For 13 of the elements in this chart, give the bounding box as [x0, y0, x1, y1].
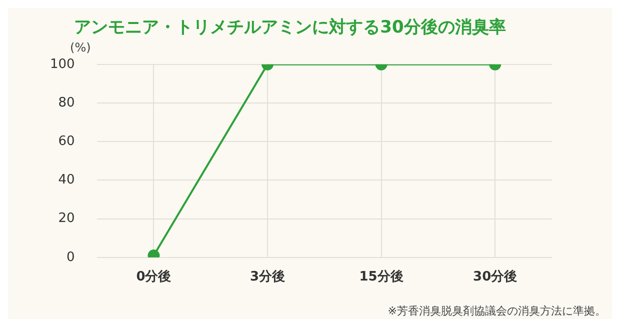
x-tick-label: 30分後 [473, 268, 518, 285]
x-tick-label: 0分後 [136, 268, 172, 285]
chart-title: アンモニア・トリメチルアミンに対する30分後の消臭率 [74, 18, 506, 38]
y-tick-label: 60 [58, 134, 75, 149]
y-tick-label: 100 [50, 56, 75, 72]
x-tick-label: 3分後 [250, 268, 286, 285]
x-tick-label: 15分後 [359, 268, 404, 285]
y-tick-label: 0 [66, 250, 75, 265]
y-tick-label: 20 [58, 211, 75, 226]
y-tick-label: 80 [58, 95, 75, 110]
text: ※芳香消臭脱臭剤協議会の消臭方法に準拠。 [388, 304, 606, 318]
y-tick-label: 40 [58, 172, 75, 188]
y-axis-title: (%) [70, 40, 91, 55]
